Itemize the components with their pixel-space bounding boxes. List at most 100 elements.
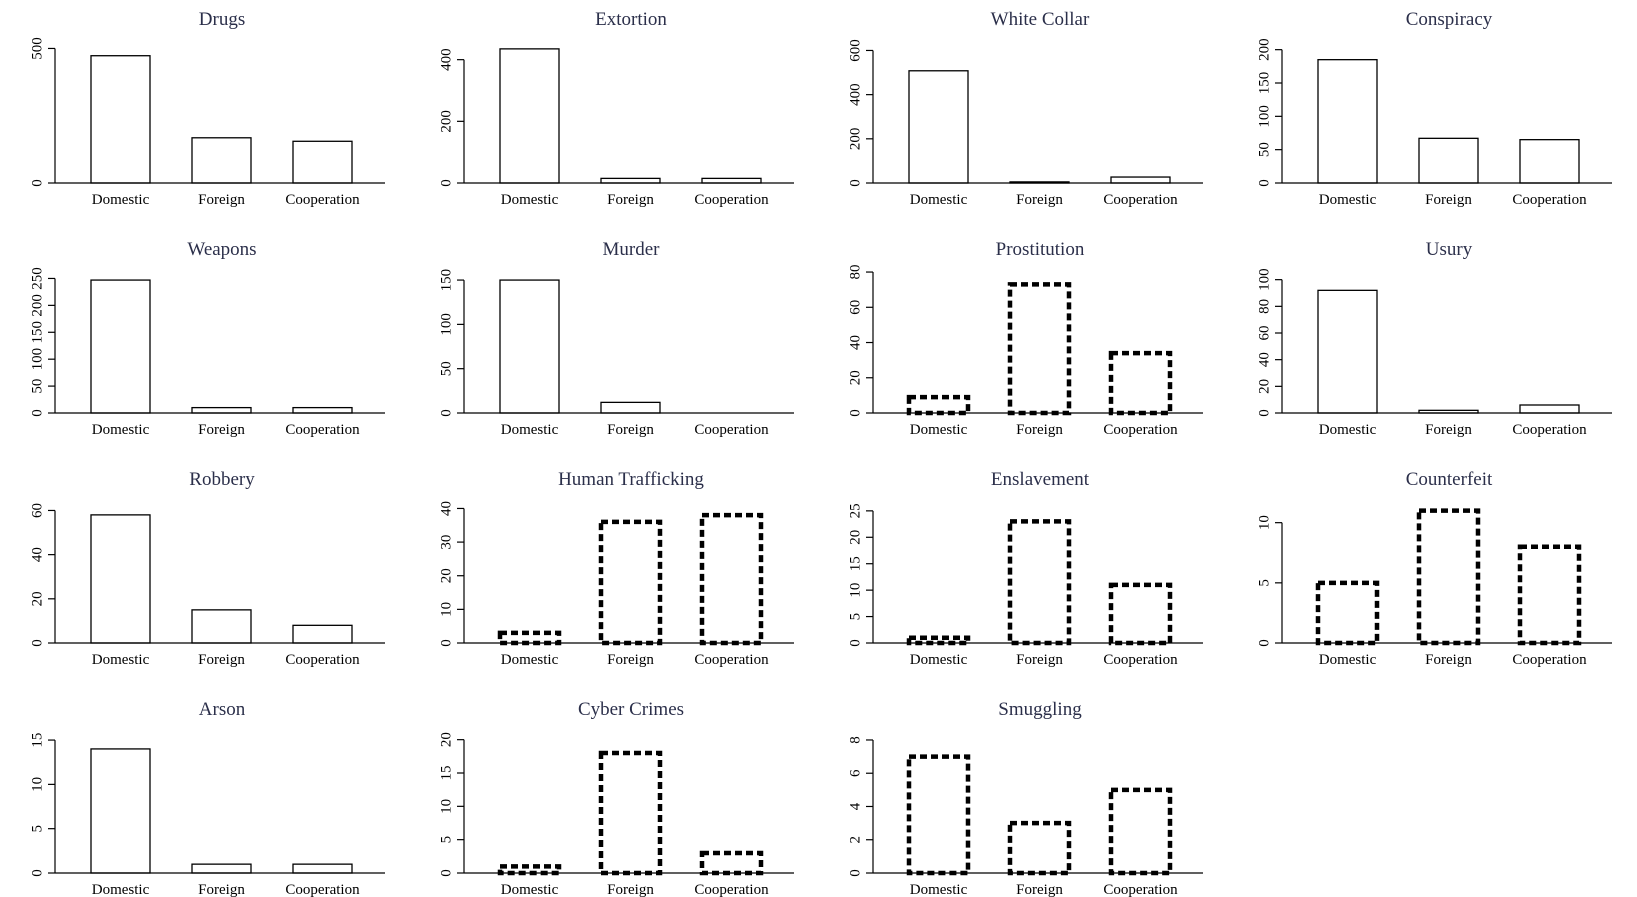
x-category-label: Foreign <box>607 652 654 668</box>
y-tick-label: 15 <box>438 766 454 781</box>
y-tick-label: 40 <box>29 547 45 562</box>
bar-foreign <box>1007 282 1072 416</box>
y-tick-label: 200 <box>1256 38 1272 61</box>
y-tick-label: 250 <box>29 267 45 290</box>
y-tick-label: 0 <box>438 869 454 877</box>
bar-cooperation <box>292 406 353 414</box>
bar-foreign <box>191 863 252 874</box>
panel-cyber-crimes: Cyber Crimes 0 5 10 15 20 Domestic Foreign Coope… <box>438 699 794 897</box>
y-tick-label: 20 <box>847 370 863 385</box>
x-category-label: Domestic <box>501 192 559 208</box>
x-category-label: Domestic <box>92 192 150 208</box>
bar-cooperation <box>1110 176 1171 184</box>
y-tick-label: 200 <box>847 128 863 151</box>
panel-enslavement: Enslavement 0 5 10 15 20 25 Domestic Foreign Coop… <box>847 469 1203 668</box>
y-tick-label: 100 <box>1256 105 1272 128</box>
bar-cooperation <box>292 140 353 184</box>
x-category-label: Foreign <box>607 192 654 208</box>
bar-foreign <box>598 750 663 876</box>
x-category-label: Domestic <box>92 652 150 668</box>
x-category-label: Foreign <box>198 882 245 897</box>
y-tick-label: 0 <box>847 639 863 647</box>
y-tick-label: 5 <box>1256 579 1272 587</box>
y-tick-label: 50 <box>29 379 45 394</box>
x-category-label: Domestic <box>92 882 150 897</box>
y-tick-label: 600 <box>847 39 863 62</box>
y-tick-label: 40 <box>438 501 454 516</box>
y-tick-label: 0 <box>1256 179 1272 187</box>
x-category-label: Cooperation <box>285 652 360 668</box>
y-tick-label: 20 <box>1256 379 1272 394</box>
y-tick-label: 20 <box>847 530 863 545</box>
x-category-label: Cooperation <box>1103 422 1178 438</box>
y-tick-label: 150 <box>29 321 45 344</box>
y-tick-label: 4 <box>847 802 863 810</box>
y-tick-label: 5 <box>438 836 454 844</box>
y-tick-label: 50 <box>438 361 454 376</box>
y-tick-label: 150 <box>1256 72 1272 95</box>
y-tick-label: 10 <box>438 602 454 617</box>
x-category-label: Cooperation <box>694 882 769 897</box>
panel-title: Extortion <box>595 9 667 30</box>
bar-domestic <box>90 748 151 874</box>
panel-title: Drugs <box>199 9 245 30</box>
bar-cooperation <box>1517 544 1582 646</box>
panel-arson: Arson 0 5 10 15 Domestic Foreign Cooperation <box>29 699 385 897</box>
bar-domestic <box>906 635 971 646</box>
bar-foreign <box>1007 820 1072 876</box>
bar-foreign <box>1418 409 1479 414</box>
x-category-label: Foreign <box>1425 192 1472 208</box>
bar-foreign <box>1009 181 1070 184</box>
panel-counterfeit: Counterfeit 0 5 10 Domestic Foreign Cooperatio… <box>1256 469 1612 668</box>
bar-domestic <box>1315 580 1380 646</box>
bar-domestic <box>908 70 969 184</box>
y-tick-label: 80 <box>847 265 863 280</box>
y-tick-label: 6 <box>847 769 863 777</box>
x-category-label: Domestic <box>1319 192 1377 208</box>
bar-domestic <box>906 394 971 416</box>
panel-smuggling: Smuggling 0 2 4 6 8 Domestic Foreign Cooperation <box>847 699 1203 897</box>
y-tick-label: 20 <box>438 568 454 583</box>
x-category-label: Foreign <box>1016 652 1063 668</box>
x-category-label: Cooperation <box>1512 652 1587 668</box>
x-category-label: Foreign <box>198 422 245 438</box>
y-tick-label: 5 <box>29 825 45 833</box>
panel-title: Smuggling <box>998 699 1082 720</box>
x-category-label: Domestic <box>910 192 968 208</box>
x-category-label: Domestic <box>910 422 968 438</box>
bar-cooperation <box>699 850 764 876</box>
y-tick-label: 100 <box>29 348 45 371</box>
x-category-label: Foreign <box>1425 422 1472 438</box>
bar-cooperation <box>292 863 353 874</box>
bar-cooperation <box>701 177 762 184</box>
x-category-label: Cooperation <box>694 422 769 438</box>
bar-foreign <box>191 406 252 414</box>
y-tick-label: 100 <box>438 313 454 336</box>
y-tick-label: 0 <box>438 409 454 417</box>
y-tick-label: 100 <box>1256 268 1272 291</box>
x-category-label: Foreign <box>1016 192 1063 208</box>
x-category-label: Cooperation <box>1103 652 1178 668</box>
y-tick-label: 0 <box>1256 409 1272 417</box>
x-category-label: Cooperation <box>285 882 360 897</box>
bar-domestic <box>90 279 151 414</box>
panel-title: White Collar <box>991 9 1090 30</box>
y-tick-label: 10 <box>847 583 863 598</box>
panel-conspiracy: Conspiracy 0 50 100 150 200 Domestic Foreign Coo… <box>1256 9 1612 208</box>
x-category-label: Foreign <box>607 882 654 897</box>
y-tick-label: 25 <box>847 503 863 518</box>
bar-domestic <box>90 514 151 644</box>
y-tick-label: 40 <box>1256 352 1272 367</box>
bar-domestic <box>1317 59 1378 184</box>
bar-cooperation <box>1519 139 1580 184</box>
panel-robbery: Robbery 0 20 40 60 Domestic Foreign Cooperation <box>29 469 385 668</box>
x-category-label: Foreign <box>1016 422 1063 438</box>
y-tick-label: 60 <box>29 503 45 518</box>
panel-title: Human Trafficking <box>558 469 704 490</box>
y-tick-label: 60 <box>847 300 863 315</box>
bar-cooperation <box>1108 787 1173 876</box>
x-category-label: Cooperation <box>1512 192 1587 208</box>
y-tick-label: 8 <box>847 736 863 744</box>
bar-domestic <box>497 864 562 876</box>
